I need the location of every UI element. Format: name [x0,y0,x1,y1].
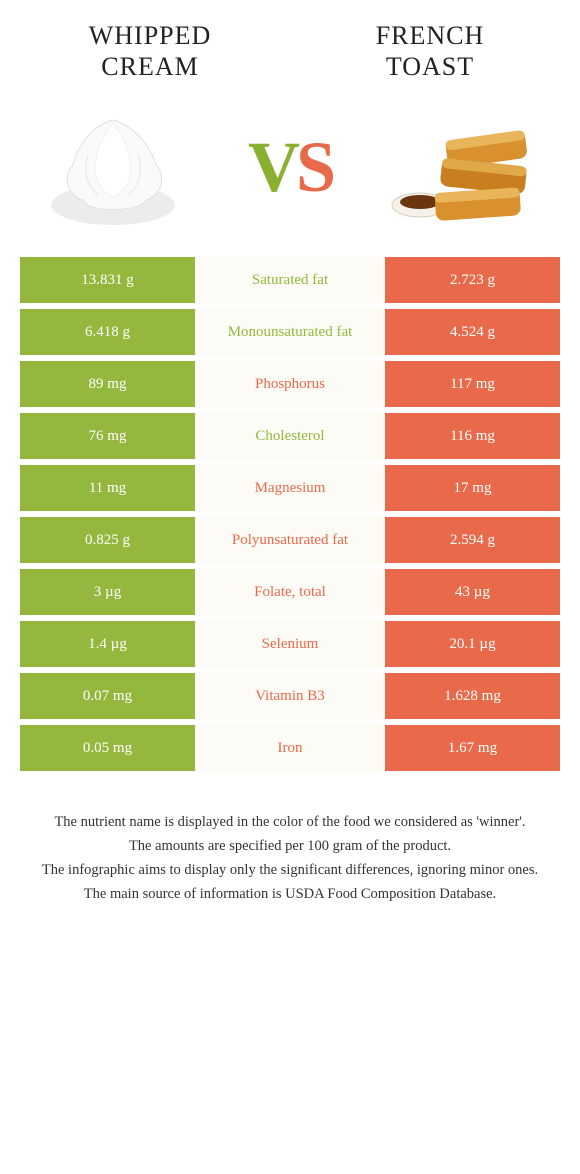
left-value: 89 mg [20,361,195,407]
table-row: 0.07 mgVitamin B31.628 mg [20,673,560,725]
footer-line: The nutrient name is displayed in the co… [30,812,550,834]
right-food-title: French toast [330,20,530,82]
left-value: 13.831 g [20,257,195,303]
right-value: 2.723 g [385,257,560,303]
vs-s-letter: S [296,127,332,207]
french-toast-image [390,102,545,232]
nutrient-label: Saturated fat [195,257,385,303]
table-row: 0.825 gPolyunsaturated fat2.594 g [20,517,560,569]
left-value: 6.418 g [20,309,195,355]
left-value: 1.4 µg [20,621,195,667]
right-value: 2.594 g [385,517,560,563]
nutrient-label: Cholesterol [195,413,385,459]
table-row: 3 µgFolate, total43 µg [20,569,560,621]
table-row: 1.4 µgSelenium20.1 µg [20,621,560,673]
header: Whipped cream French toast [0,0,580,92]
table-row: 6.418 gMonounsaturated fat4.524 g [20,309,560,361]
vs-label: VS [248,126,332,209]
whipped-cream-image [35,102,190,232]
nutrient-label: Polyunsaturated fat [195,517,385,563]
left-value: 0.07 mg [20,673,195,719]
footer-notes: The nutrient name is displayed in the co… [0,777,580,927]
left-value: 0.825 g [20,517,195,563]
nutrient-label: Iron [195,725,385,771]
table-row: 76 mgCholesterol116 mg [20,413,560,465]
left-value: 11 mg [20,465,195,511]
footer-line: The main source of information is USDA F… [30,884,550,906]
right-value: 116 mg [385,413,560,459]
images-row: VS [0,92,580,257]
right-value: 1.628 mg [385,673,560,719]
right-value: 17 mg [385,465,560,511]
right-value: 117 mg [385,361,560,407]
nutrient-label: Monounsaturated fat [195,309,385,355]
comparison-table: 13.831 gSaturated fat2.723 g6.418 gMonou… [0,257,580,777]
left-food-title: Whipped cream [50,20,250,82]
right-value: 4.524 g [385,309,560,355]
nutrient-label: Selenium [195,621,385,667]
footer-line: The amounts are specified per 100 gram o… [30,836,550,858]
left-value: 3 µg [20,569,195,615]
right-value: 1.67 mg [385,725,560,771]
table-row: 13.831 gSaturated fat2.723 g [20,257,560,309]
footer-line: The infographic aims to display only the… [30,860,550,882]
right-value: 43 µg [385,569,560,615]
left-value: 76 mg [20,413,195,459]
nutrient-label: Folate, total [195,569,385,615]
left-value: 0.05 mg [20,725,195,771]
table-row: 89 mgPhosphorus117 mg [20,361,560,413]
nutrient-label: Magnesium [195,465,385,511]
nutrient-label: Phosphorus [195,361,385,407]
table-row: 0.05 mgIron1.67 mg [20,725,560,777]
table-row: 11 mgMagnesium17 mg [20,465,560,517]
right-value: 20.1 µg [385,621,560,667]
nutrient-label: Vitamin B3 [195,673,385,719]
vs-v-letter: V [248,127,296,207]
